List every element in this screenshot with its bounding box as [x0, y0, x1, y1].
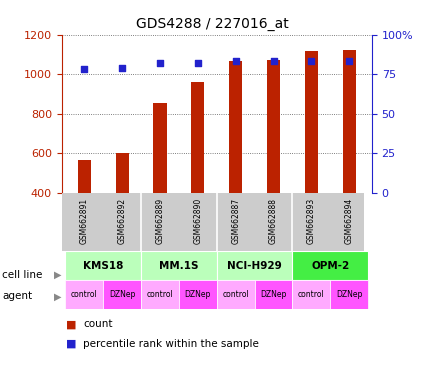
Text: percentile rank within the sample: percentile rank within the sample	[83, 339, 259, 349]
Text: GDS4288 / 227016_at: GDS4288 / 227016_at	[136, 17, 289, 31]
Bar	[65, 280, 103, 309]
Text: cell line: cell line	[2, 270, 42, 280]
Text: NCI-H929: NCI-H929	[227, 261, 282, 271]
Point	[194, 60, 201, 66]
Text: control: control	[71, 290, 98, 299]
Text: MM.1S: MM.1S	[159, 261, 198, 271]
Point	[346, 58, 353, 65]
Bar	[255, 280, 292, 309]
Point	[232, 58, 239, 65]
Bar	[141, 280, 179, 309]
Bar	[153, 103, 167, 272]
Point	[119, 65, 125, 71]
Point	[156, 60, 163, 66]
Bar	[103, 280, 141, 309]
Text: OPM-2: OPM-2	[311, 261, 349, 271]
Text: count: count	[83, 319, 112, 329]
Bar	[330, 280, 368, 309]
Text: DZNep: DZNep	[336, 290, 363, 299]
Text: ▶: ▶	[54, 291, 62, 301]
Text: GSM662891: GSM662891	[80, 198, 89, 244]
Text: GSM662888: GSM662888	[269, 198, 278, 244]
Bar	[65, 251, 141, 280]
Text: GSM662892: GSM662892	[118, 198, 127, 244]
Bar	[267, 60, 280, 272]
Text: GSM662890: GSM662890	[193, 198, 202, 244]
Point	[270, 58, 277, 65]
Text: GSM662889: GSM662889	[156, 198, 164, 244]
Text: DZNep: DZNep	[184, 290, 211, 299]
Bar	[116, 153, 129, 272]
Text: GSM662887: GSM662887	[231, 198, 240, 244]
Text: GSM662893: GSM662893	[307, 198, 316, 244]
Text: ▶: ▶	[54, 270, 62, 280]
Bar	[292, 280, 330, 309]
Text: control: control	[298, 290, 325, 299]
Text: DZNep: DZNep	[109, 290, 135, 299]
Bar	[217, 280, 255, 309]
Text: ■: ■	[66, 319, 76, 329]
Bar	[179, 280, 217, 309]
Text: GSM662894: GSM662894	[345, 198, 354, 244]
Point	[81, 66, 88, 73]
Bar	[78, 160, 91, 272]
Text: ■: ■	[66, 339, 76, 349]
Text: DZNep: DZNep	[261, 290, 287, 299]
Bar	[343, 50, 356, 272]
Point	[308, 58, 315, 65]
Bar	[217, 251, 292, 280]
Bar	[191, 82, 204, 272]
Bar	[305, 51, 318, 272]
Bar	[229, 61, 242, 272]
Text: KMS18: KMS18	[83, 261, 123, 271]
Bar	[292, 251, 368, 280]
Text: control: control	[147, 290, 173, 299]
Bar	[141, 251, 217, 280]
Text: control: control	[222, 290, 249, 299]
Text: agent: agent	[2, 291, 32, 301]
